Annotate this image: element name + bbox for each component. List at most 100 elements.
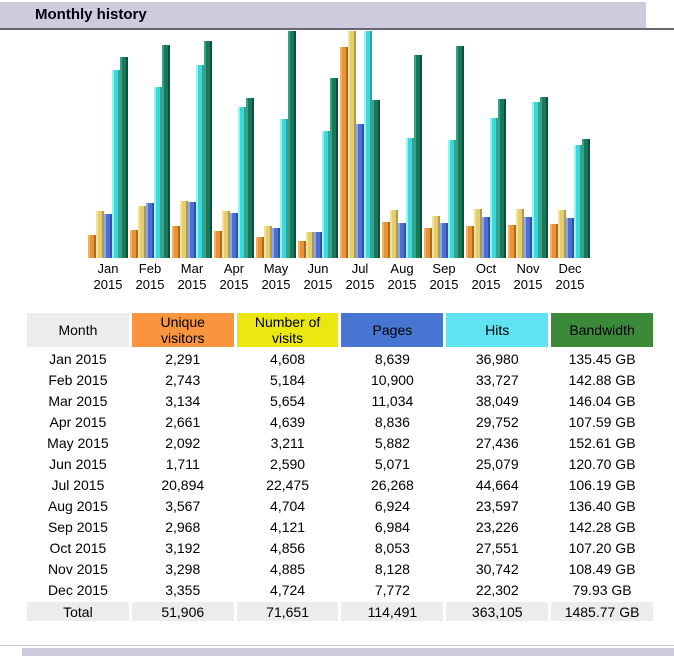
number-of-visits-bar <box>432 216 440 258</box>
hits-bar <box>238 107 246 258</box>
number-of-visits-bar <box>474 209 482 258</box>
column-header-hits: Hits <box>446 313 549 347</box>
x-axis-label: Sep 2015 <box>424 261 464 293</box>
unique-visitors-bar <box>382 222 390 258</box>
cell-month: Dec 2015 <box>47 582 108 598</box>
bar-group-nov-2015 <box>508 31 548 258</box>
column-header-unique-visitors: Unique visitors <box>131 313 234 347</box>
column-header-bandwidth: Bandwidth <box>551 313 653 347</box>
x-axis-label-line: Jan <box>97 261 119 276</box>
hits-bar <box>490 118 498 258</box>
unique-visitors-bar <box>340 47 348 258</box>
bar-group-apr-2015 <box>214 31 254 258</box>
cell-month: Jan 2015 <box>49 351 107 367</box>
x-axis-label-line: 2015 <box>429 277 459 292</box>
x-axis-label-line: Jul <box>351 261 369 276</box>
page-title: Monthly history <box>35 6 147 23</box>
pages-bar <box>440 223 448 258</box>
section-header-underline <box>0 28 674 30</box>
cell-hits: 44,664 <box>475 477 519 493</box>
table-row-aug-2015: Aug 2015 3,567 4,704 6,924 23,597 136.40 GB <box>27 497 653 515</box>
cell-hits: 27,436 <box>475 435 519 451</box>
hits-bar <box>574 145 582 258</box>
cell-month: Nov 2015 <box>47 561 108 577</box>
column-header-text: visits <box>272 330 304 346</box>
table-row-sep-2015: Sep 2015 2,968 4,121 6,984 23,226 142.28 GB <box>27 518 653 536</box>
pages-bar <box>398 223 406 258</box>
cell-unique-visitors: 2,661 <box>165 414 201 430</box>
cell-number-of-visits: 5,654 <box>270 393 306 409</box>
x-axis-label: Jun 2015 <box>298 261 338 293</box>
cell-bandwidth: 135.45 GB <box>568 351 636 367</box>
table-row-dec-2015: Dec 2015 3,355 4,724 7,772 22,302 79.93 GB <box>27 581 653 599</box>
cell-bandwidth: 136.40 GB <box>568 498 636 514</box>
x-axis-label-line: 2015 <box>387 277 417 292</box>
x-axis-label-line: Dec <box>558 261 582 276</box>
cell-number-of-visits: 2,590 <box>270 456 306 472</box>
number-of-visits-bar <box>96 211 104 258</box>
bandwidth-bar <box>162 45 170 258</box>
table-row-nov-2015: Nov 2015 3,298 4,885 8,128 30,742 108.49 GB <box>27 560 653 578</box>
bar-group-oct-2015 <box>466 31 506 258</box>
table-row-may-2015: May 2015 2,092 3,211 5,882 27,436 152.61 GB <box>27 434 653 452</box>
hits-bar <box>196 65 204 258</box>
bandwidth-bar <box>414 55 422 258</box>
cell-number-of-visits: 4,885 <box>270 561 306 577</box>
x-axis-label-line: Apr <box>223 261 245 276</box>
cell-month: Aug 2015 <box>47 498 108 514</box>
column-header-text: Unique <box>160 314 205 330</box>
table-row-feb-2015: Feb 2015 2,743 5,184 10,900 33,727 142.88 GB <box>27 371 653 389</box>
bandwidth-bar <box>540 97 548 258</box>
x-axis-label: Jan 2015 <box>88 261 128 293</box>
cell-month: May 2015 <box>47 435 109 451</box>
x-axis-label-line: 2015 <box>303 277 333 292</box>
number-of-visits-bar <box>390 210 398 258</box>
hits-bar <box>112 70 120 258</box>
pages-bar <box>566 218 574 258</box>
cell-pages: 11,034 <box>371 393 414 409</box>
bandwidth-bar <box>330 78 338 258</box>
cell-hits: 29,752 <box>475 414 519 430</box>
cell-bandwidth: 107.20 GB <box>568 540 636 556</box>
hits-bar <box>154 87 162 258</box>
cell-pages: 6,984 <box>374 519 410 535</box>
cell-unique-visitors: 3,298 <box>165 561 201 577</box>
hits-bar <box>406 138 414 258</box>
cell-unique-visitors: 2,291 <box>165 351 201 367</box>
number-of-visits-bar <box>306 232 314 258</box>
cell-month: Oct 2015 <box>49 540 107 556</box>
unique-visitors-bar <box>298 241 306 258</box>
cell-unique-visitors: 3,355 <box>165 582 201 598</box>
cell-number-of-visits: 4,856 <box>270 540 306 556</box>
x-axis-label-line: Nov <box>516 261 540 276</box>
cell-pages: 8,639 <box>374 351 410 367</box>
cell-bandwidth: 142.28 GB <box>568 519 636 535</box>
x-axis-labels: Jan 2015 Feb 2015 Mar 2015 Apr 2015 May 2015 Jun 20… <box>88 261 592 293</box>
pages-bar <box>104 214 112 258</box>
cell-hits: 38,049 <box>475 393 519 409</box>
section-header-bar: Monthly history <box>0 2 646 28</box>
column-header-text: Hits <box>485 322 510 338</box>
x-axis-label-line: Sep <box>432 261 456 276</box>
cell-month: Jul 2015 <box>51 477 105 493</box>
table-row-oct-2015: Oct 2015 3,192 4,856 8,053 27,551 107.20 GB <box>27 539 653 557</box>
cell-hits: 36,980 <box>475 351 519 367</box>
cell-hits: 25,079 <box>475 456 519 472</box>
cell-unique-visitors: 3,134 <box>165 393 201 409</box>
x-axis-label: Mar 2015 <box>172 261 212 293</box>
table-row-jan-2015: Jan 2015 2,291 4,608 8,639 36,980 135.45 GB <box>27 350 653 368</box>
cell-month: Apr 2015 <box>49 414 107 430</box>
cell-unique-visitors: 3,567 <box>165 498 201 514</box>
number-of-visits-bar <box>222 211 230 258</box>
cell-bandwidth: 79.93 GB <box>572 582 632 598</box>
monthly-history-bar-chart <box>88 31 592 258</box>
unique-visitors-bar <box>130 230 138 258</box>
bar-group-may-2015 <box>256 31 296 258</box>
x-axis-label: Jul 2015 <box>340 261 380 293</box>
cell-number-of-visits: 22,475 <box>266 477 309 493</box>
x-axis-label: Oct 2015 <box>466 261 506 293</box>
table-header-row: Month Unique visitors Number of visits Pages H… <box>27 313 653 347</box>
unique-visitors-bar <box>256 237 264 258</box>
pages-bar <box>482 217 490 258</box>
x-axis-label-line: Mar <box>180 261 204 276</box>
